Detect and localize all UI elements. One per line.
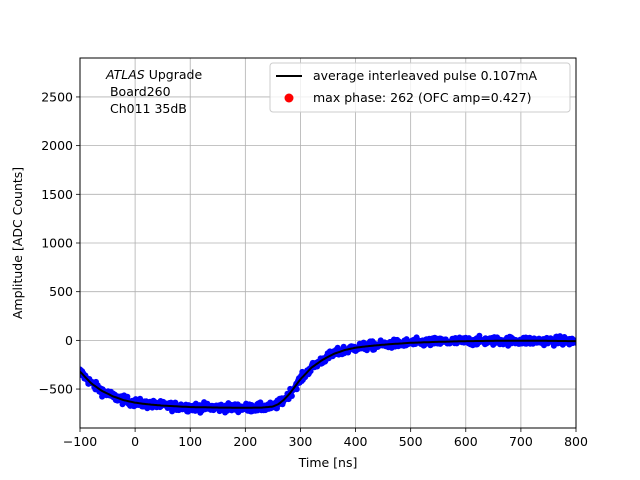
average-pulse-line: [80, 339, 576, 409]
x-axis: −100 0 100 200 300 400 500 600 700 800: [63, 428, 588, 449]
y-tick-label: 1500: [41, 187, 73, 202]
scatter-point: [169, 408, 176, 415]
annotation-line-3: Ch011 35dB: [106, 101, 187, 116]
y-tick-label: 1000: [41, 236, 73, 251]
annotation-line-2: Board260: [106, 84, 171, 99]
atlas-annotation: ATLAS Upgrade Board260 Ch011 35dB: [105, 67, 202, 116]
x-tick-label: 500: [399, 434, 423, 449]
plot-area: [80, 332, 576, 416]
x-tick-label: 800: [564, 434, 588, 449]
legend-entry-pulse: average interleaved pulse 0.107mA: [313, 68, 538, 83]
legend: average interleaved pulse 0.107mA max ph…: [269, 62, 571, 113]
x-axis-label: Time [ns]: [298, 455, 358, 470]
scatter-series: [80, 332, 576, 416]
x-tick-label: 100: [178, 434, 202, 449]
y-tick-label: 500: [49, 284, 73, 299]
x-tick-label: 300: [289, 434, 313, 449]
scatter-point: [288, 393, 295, 399]
x-tick-label: 200: [233, 434, 257, 449]
x-tick-label: 600: [454, 434, 478, 449]
legend-entry-max-phase: max phase: 262 (OFC amp=0.427): [313, 90, 531, 105]
y-axis-label: Amplitude [ADC Counts]: [10, 167, 25, 319]
legend-box: [269, 62, 571, 113]
legend-marker-swatch: [284, 93, 294, 103]
scatter-point: [293, 386, 300, 393]
annotation-atlas: ATLAS: [105, 67, 145, 82]
annotation-line-1: ATLAS Upgrade: [105, 67, 202, 82]
x-tick-label: 0: [131, 434, 139, 449]
y-tick-label: −500: [39, 382, 73, 397]
annotation-upgrade: Upgrade: [145, 67, 203, 82]
x-tick-label: 400: [344, 434, 368, 449]
x-tick-label: −100: [63, 434, 97, 449]
y-tick-label: 2500: [41, 89, 73, 104]
y-axis: −500 0 500 1000 1500 2000 2500: [39, 89, 80, 397]
y-tick-label: 0: [65, 333, 73, 348]
y-tick-label: 2000: [41, 138, 73, 153]
line-series: [80, 339, 576, 409]
x-tick-label: 700: [509, 434, 533, 449]
